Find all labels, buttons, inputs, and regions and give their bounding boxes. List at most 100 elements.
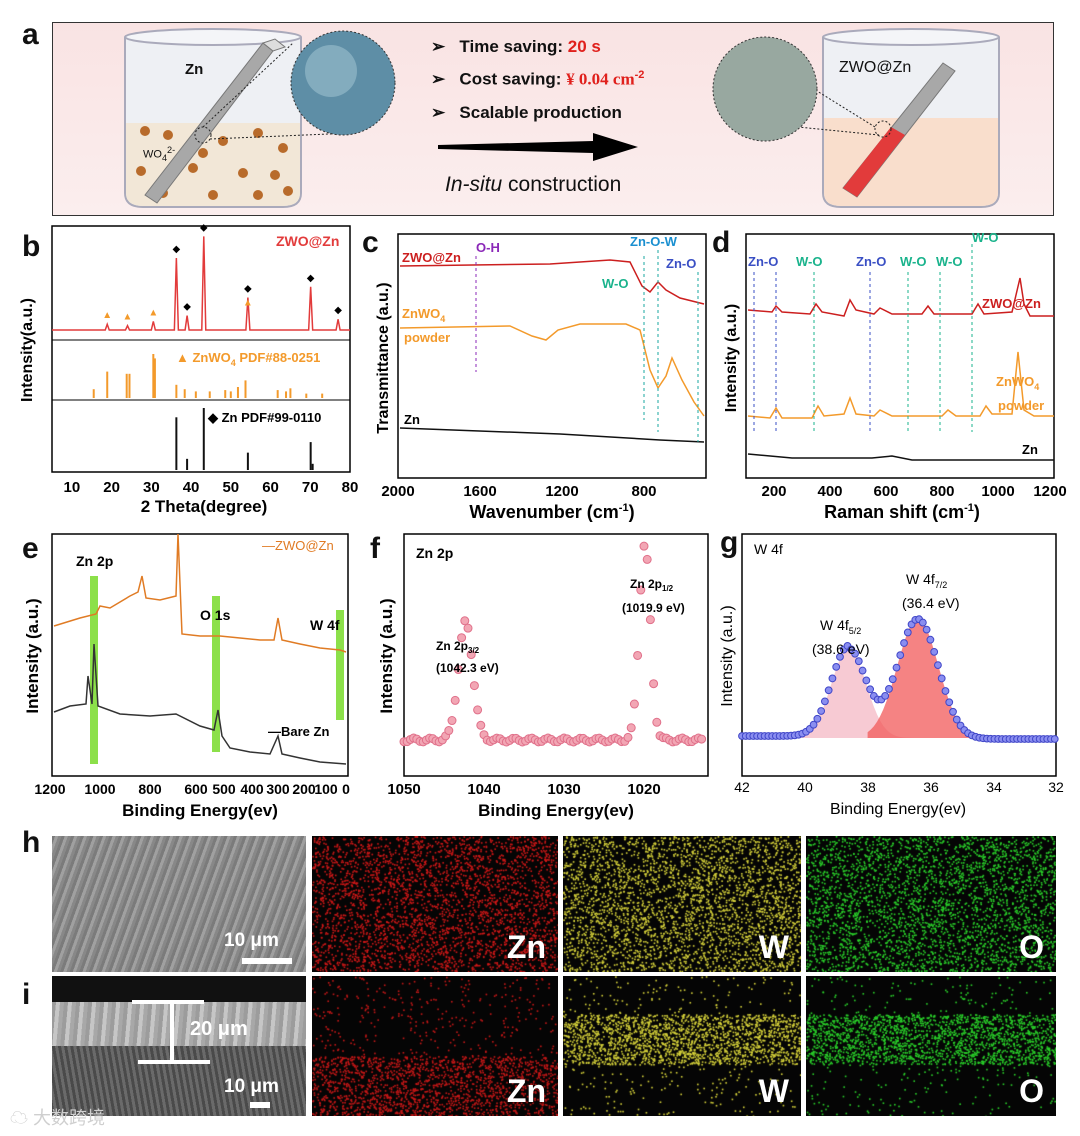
w4f-point — [903, 628, 912, 637]
xps-legend-bare: —Bare Zn — [268, 724, 329, 739]
zn2p-point — [623, 732, 633, 742]
xrd-peak-marker: ◆ — [173, 244, 181, 255]
zn2p-point — [473, 705, 483, 715]
xrd-legend-zn: ◆ Zn PDF#99-0110 — [207, 410, 321, 425]
w4f-frame — [741, 533, 1057, 777]
xrd-peak-marker: ◆ — [307, 273, 315, 284]
band-o1s — [212, 596, 220, 752]
ftir-label-znwo4: ZnWO4 — [402, 306, 445, 324]
band-w4f — [336, 610, 344, 720]
w4f-point — [892, 663, 901, 672]
zn2p-point — [642, 554, 652, 564]
w4f-point — [832, 662, 841, 671]
map-cross-zn-label: Zn — [506, 1073, 546, 1109]
raman-tick: 800 — [929, 483, 954, 500]
w4f-point — [885, 685, 893, 693]
map-cross-w-dots — [563, 976, 801, 1116]
xps-anno-o1s: O 1s — [200, 607, 231, 623]
ftir-label-powder: powder — [404, 330, 450, 345]
ftir-anno-wo: W-O — [602, 276, 628, 291]
raman-tick: 200 — [761, 483, 786, 500]
xrd-peak-marker: ▲ — [148, 307, 158, 318]
w4f-point — [836, 652, 844, 661]
map-top-zn-dots — [312, 836, 558, 972]
w4f-point — [900, 639, 908, 647]
map-top-w-label: W — [758, 929, 789, 965]
xrd-peak-marker: ◆ — [244, 284, 252, 295]
map-top-w-dots — [563, 836, 801, 972]
panel-label-c: c — [362, 226, 379, 259]
zn2p-peak1-value: (1042.3 eV) — [436, 661, 499, 675]
xrd-peak-marker: ▲ — [123, 312, 133, 323]
map-top-o: O — [806, 836, 1056, 972]
raman-xlabel: Raman shift (cm-1) — [824, 502, 980, 522]
w4f-point — [820, 697, 829, 706]
xrd-peak-marker: ▲ — [102, 310, 112, 321]
xrd-peak-marker: ◆ — [200, 222, 208, 233]
xrd-tick: 20 — [103, 479, 120, 496]
ftir-line-znwo4 — [399, 323, 705, 417]
w4f-peak2-label: W 4f7/2 — [906, 571, 947, 590]
raman-chart: Zn-O W-O Zn-O W-O W-O W-O ZWO@Zn ZnWO4 p… — [723, 230, 1067, 522]
w4f-point — [824, 686, 833, 695]
w4f-peak1-label: W 4f5/2 — [820, 617, 861, 636]
zn2p-tick: 1030 — [547, 781, 580, 798]
w4f-peak2-value: (36.4 eV) — [902, 595, 960, 611]
zn2p-point — [476, 720, 486, 730]
schematic-illustration — [124, 28, 1000, 208]
zn2p-peak2-value: (1019.9 eV) — [622, 601, 685, 615]
raman-tick: 600 — [873, 483, 898, 500]
zn2p-point — [626, 723, 636, 733]
w4f-point — [862, 676, 871, 685]
map-cross-zn-dots — [312, 976, 558, 1116]
band-zn2p — [90, 576, 98, 764]
w4f-point — [854, 657, 863, 666]
w4f-point — [858, 666, 867, 675]
w4f-tick: 36 — [923, 779, 939, 795]
map-cross-zn: Zn — [312, 976, 558, 1116]
xps-legend-zwo: —ZWO@Zn — [262, 538, 334, 553]
xrd-tick: 50 — [222, 479, 239, 496]
zn2p-point — [636, 585, 646, 595]
xps-tick: 1200 — [34, 781, 65, 797]
xrd-frame — [51, 225, 351, 473]
xrd-peak-marker: ▲ — [243, 298, 253, 309]
map-cross-o-label: O — [1019, 1073, 1044, 1109]
w4f-point — [934, 661, 942, 669]
w4f-chart: W 4f W 4f5/2 (38.6 eV) W 4f7/2 (36.4 eV)… — [719, 533, 1064, 818]
sem-top-scale-label: 10 μm — [224, 930, 279, 951]
xrd-peak-marker: ◆ — [183, 302, 191, 313]
map-top-zn-label: Zn — [506, 929, 546, 965]
xrd-xlabel: 2 Theta(degree) — [141, 497, 268, 516]
zn2p-ylabel: Intensity (a.u.) — [377, 598, 396, 713]
raman-frame — [745, 233, 1055, 479]
raman-label-powder: powder — [998, 398, 1044, 413]
zn2p-point — [460, 616, 470, 626]
ftir-line-zwo — [399, 259, 705, 305]
zn2p-tick: 1040 — [467, 781, 500, 798]
zn2p-point — [453, 665, 463, 675]
xrd-tick: 60 — [262, 479, 279, 496]
xrd-tick: 40 — [183, 479, 200, 496]
panel-label-i: i — [22, 978, 31, 1011]
thickness-arrow — [170, 1004, 174, 1060]
xps-tick: 300 — [266, 781, 290, 797]
xps-tick: 100 — [314, 781, 338, 797]
w4f-tick: 32 — [1048, 779, 1064, 795]
zn2p-title: Zn 2p — [416, 545, 453, 561]
zn2p-xlabel: Binding Energy(ev) — [478, 801, 634, 820]
xps-anno-w4f: W 4f — [310, 617, 340, 633]
zn2p-point — [652, 717, 662, 727]
ftir-tick: 800 — [631, 483, 656, 500]
raman-label-znwo4: ZnWO4 — [996, 374, 1039, 392]
xps-line-bare — [53, 643, 347, 765]
product-label: ZWO@Zn — [839, 59, 912, 76]
zn2p-peak1-label: Zn 2p3/2 — [436, 639, 480, 655]
w4f-point — [888, 675, 897, 684]
w4f-point — [952, 715, 961, 724]
raman-label-zn: Zn — [1022, 442, 1038, 457]
ftir-tick: 1200 — [545, 483, 578, 500]
raman-line-zwo — [747, 277, 1054, 317]
xps-anno-zn2p: Zn 2p — [76, 553, 113, 569]
xrd-tick: 30 — [143, 479, 160, 496]
